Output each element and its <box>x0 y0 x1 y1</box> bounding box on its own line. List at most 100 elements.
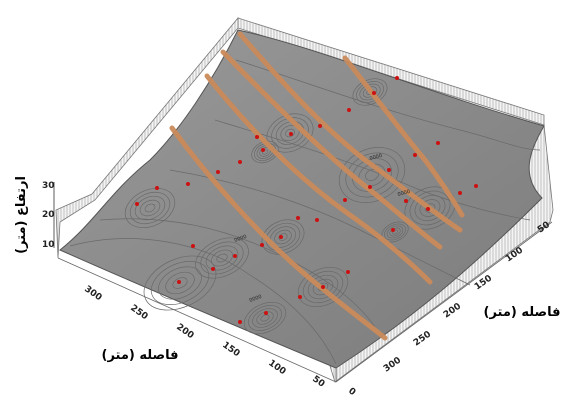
data-points <box>135 76 478 324</box>
contour-line <box>134 195 166 221</box>
sample-point <box>155 186 159 190</box>
y-tick: 250 <box>412 329 433 348</box>
y-tick: 200 <box>442 301 463 320</box>
sample-point <box>391 228 395 232</box>
sample-point <box>368 185 372 189</box>
left-wall <box>55 16 239 259</box>
z-tick: 30 <box>42 181 55 191</box>
contour-line <box>414 194 446 222</box>
contour-line <box>169 169 471 286</box>
contour-label: 0000 <box>397 189 411 198</box>
contour-label: 0000 <box>249 294 263 304</box>
sample-point <box>238 160 242 164</box>
contour-line <box>252 308 278 328</box>
x-tick: 300 <box>82 284 103 303</box>
contour-line <box>69 238 337 365</box>
contour-line <box>158 266 202 300</box>
contour-line <box>143 255 217 311</box>
contour-label: 0000 <box>369 153 383 162</box>
sample-point <box>191 244 195 248</box>
contour-line <box>278 233 288 241</box>
contour-line <box>409 190 451 226</box>
contour-line <box>260 314 270 322</box>
ridge-line <box>204 73 433 285</box>
contour-line <box>271 117 309 149</box>
contour-line <box>165 271 195 295</box>
sample-point <box>321 285 325 289</box>
sample-point <box>436 141 440 145</box>
contour-line <box>302 270 344 304</box>
sample-point <box>177 280 181 284</box>
z-axis: 10 20 30 ارتفاع (متر) <box>14 176 55 254</box>
y-tick: 300 <box>382 355 403 374</box>
contour-line <box>129 191 171 225</box>
sample-point <box>135 202 139 206</box>
y-axis-label: فاصله (متر) <box>484 305 561 320</box>
sample-point <box>426 207 430 211</box>
contour-line <box>274 229 292 245</box>
sample-point <box>298 295 302 299</box>
x-axis-label: فاصله (متر) <box>102 348 179 363</box>
base-frame <box>57 221 553 383</box>
contour-line <box>251 140 279 164</box>
contour-line <box>139 199 161 217</box>
contour-line <box>150 261 210 305</box>
contour-line <box>384 223 406 241</box>
sample-point <box>238 320 242 324</box>
sample-point <box>318 124 322 128</box>
contour-line <box>216 253 228 263</box>
sample-point <box>474 184 478 188</box>
sample-point <box>260 243 264 247</box>
sample-point <box>346 270 350 274</box>
sample-point <box>261 148 265 152</box>
x-tick: 250 <box>128 303 149 322</box>
contour-line <box>235 59 541 151</box>
contour-line <box>144 203 156 213</box>
sample-point <box>347 108 351 112</box>
contour-lines <box>69 59 541 365</box>
contour-label: 0000 <box>234 234 248 244</box>
sample-point <box>413 153 417 157</box>
contour-line <box>253 142 277 162</box>
ridge-line <box>169 125 388 341</box>
contour-line <box>195 237 249 279</box>
sample-point <box>404 199 408 203</box>
sample-point <box>296 216 300 220</box>
sample-point <box>458 191 462 195</box>
z-tick: 20 <box>42 210 55 220</box>
z-tick: 10 <box>42 240 55 250</box>
sample-point <box>343 198 347 202</box>
contour-line <box>419 199 441 217</box>
sample-point <box>186 182 190 186</box>
sample-point <box>279 235 283 239</box>
sample-point <box>289 132 293 136</box>
ridge-line <box>342 55 465 218</box>
sample-point <box>372 91 376 95</box>
sample-point <box>211 267 215 271</box>
contour-labels: 0000 0000 0000 0000 <box>234 153 411 304</box>
contour-line <box>211 249 233 267</box>
contour-line <box>307 274 339 300</box>
sample-point <box>315 218 319 222</box>
sample-point <box>233 254 237 258</box>
contour-line <box>205 245 239 271</box>
x-tick: 150 <box>220 340 241 359</box>
contour-line <box>265 222 301 252</box>
sample-point <box>216 170 220 174</box>
surface <box>59 29 545 369</box>
x-tick: 100 <box>266 358 287 377</box>
sample-point <box>255 135 259 139</box>
contour-line <box>200 241 244 275</box>
contour-line <box>386 225 404 239</box>
sample-point <box>395 76 399 80</box>
contour-line <box>214 119 531 221</box>
x-tick: 200 <box>174 322 195 341</box>
contour-line <box>248 305 282 331</box>
contour-line <box>256 311 274 325</box>
contour-line <box>285 128 295 138</box>
x-tick: 0 <box>346 386 357 395</box>
ridge-lines <box>169 31 465 341</box>
contour-line <box>172 277 188 289</box>
z-axis-label: ارتفاع (متر) <box>14 176 29 254</box>
